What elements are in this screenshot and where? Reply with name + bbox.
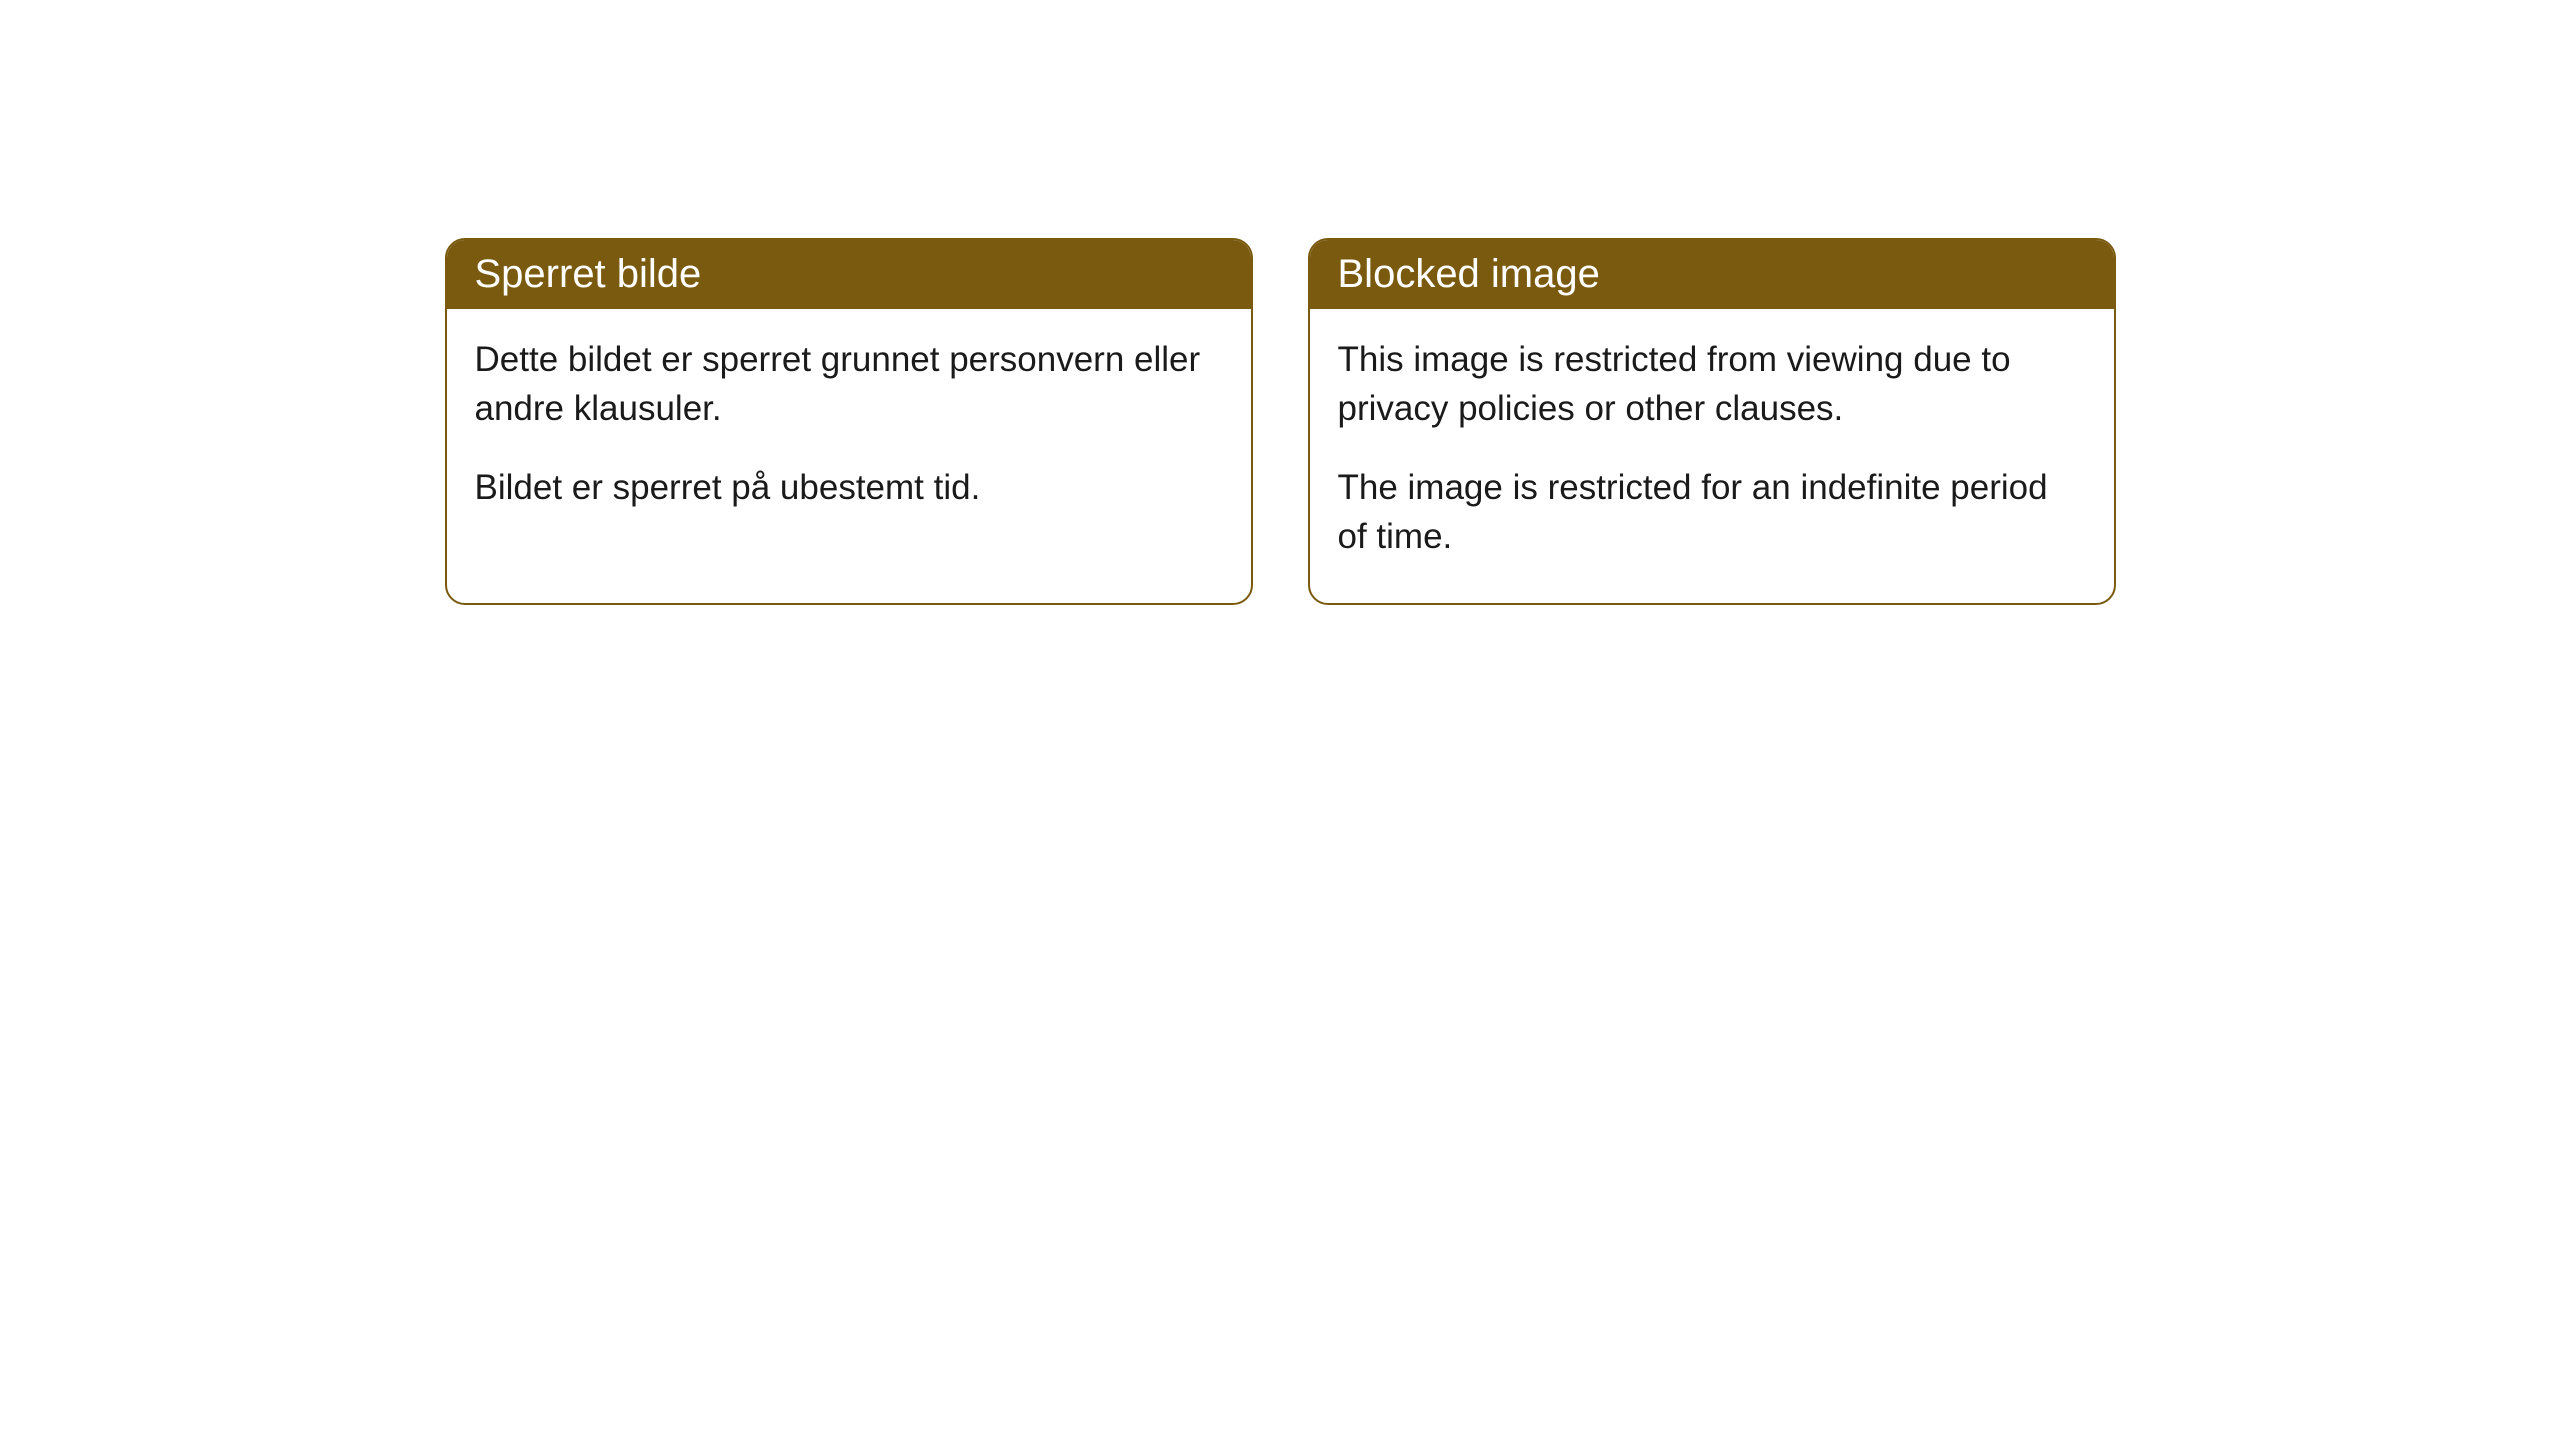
paragraph-text: The image is restricted for an indefinit… — [1338, 463, 2086, 561]
paragraph-text: Dette bildet er sperret grunnet personve… — [475, 335, 1223, 433]
card-header-norwegian: Sperret bilde — [447, 240, 1251, 309]
blocked-image-card-norwegian: Sperret bilde Dette bildet er sperret gr… — [445, 238, 1253, 605]
paragraph-text: Bildet er sperret på ubestemt tid. — [475, 463, 1223, 512]
notice-container: Sperret bilde Dette bildet er sperret gr… — [0, 238, 2560, 605]
card-body-english: This image is restricted from viewing du… — [1310, 309, 2114, 603]
card-header-english: Blocked image — [1310, 240, 2114, 309]
paragraph-text: This image is restricted from viewing du… — [1338, 335, 2086, 433]
card-body-norwegian: Dette bildet er sperret grunnet personve… — [447, 309, 1251, 554]
blocked-image-card-english: Blocked image This image is restricted f… — [1308, 238, 2116, 605]
